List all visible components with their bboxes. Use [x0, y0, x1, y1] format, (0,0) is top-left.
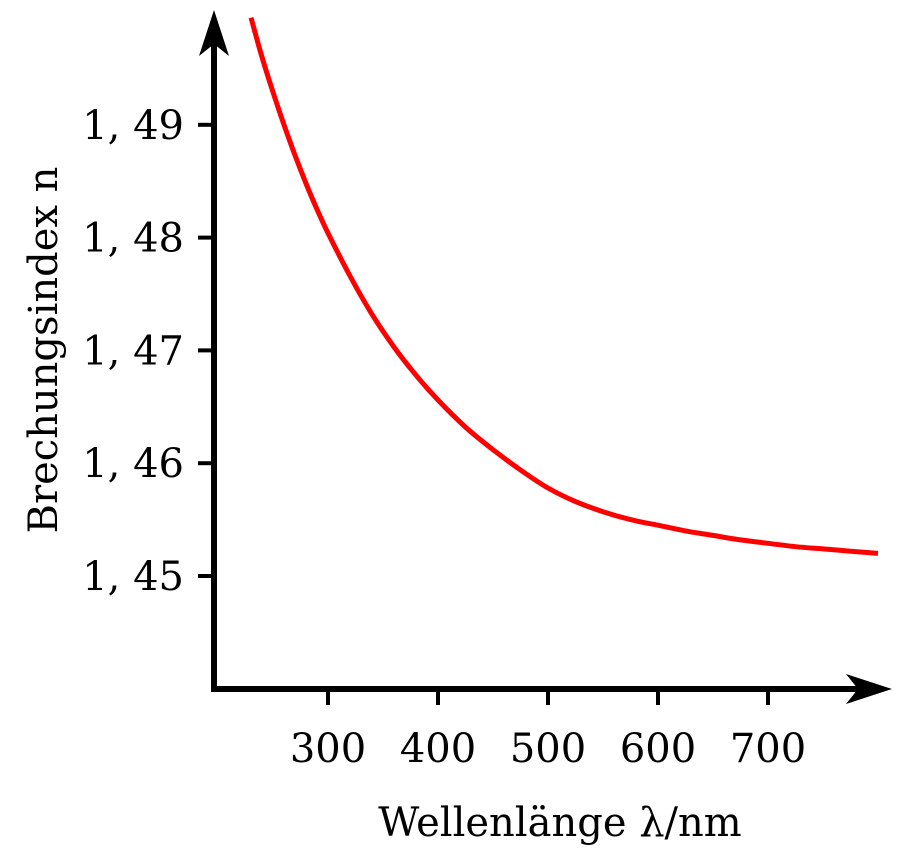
x-axis-ticks: 300 400 500 600 700	[290, 689, 806, 772]
y-tick-label: 1, 46	[82, 441, 184, 487]
y-tick-label: 1, 47	[82, 328, 184, 374]
x-tick-label: 300	[290, 726, 366, 772]
y-axis-ticks: 1, 45 1, 46 1, 47 1, 48 1, 49	[82, 103, 214, 600]
y-tick-label: 1, 48	[82, 216, 184, 262]
y-tick-label: 1, 45	[82, 554, 184, 600]
x-tick-label: 500	[510, 726, 586, 772]
x-tick-label: 700	[730, 726, 806, 772]
x-axis-arrowhead	[846, 674, 892, 704]
x-tick-label: 400	[400, 726, 476, 772]
x-tick-label: 600	[620, 726, 696, 772]
x-axis-label: Wellenlänge λ/nm	[378, 800, 741, 846]
dispersion-curve	[248, 16, 879, 556]
y-axis-label: Brechungsindex n	[21, 167, 67, 534]
y-axis-arrowhead	[199, 10, 229, 56]
y-tick-label: 1, 49	[82, 103, 184, 149]
